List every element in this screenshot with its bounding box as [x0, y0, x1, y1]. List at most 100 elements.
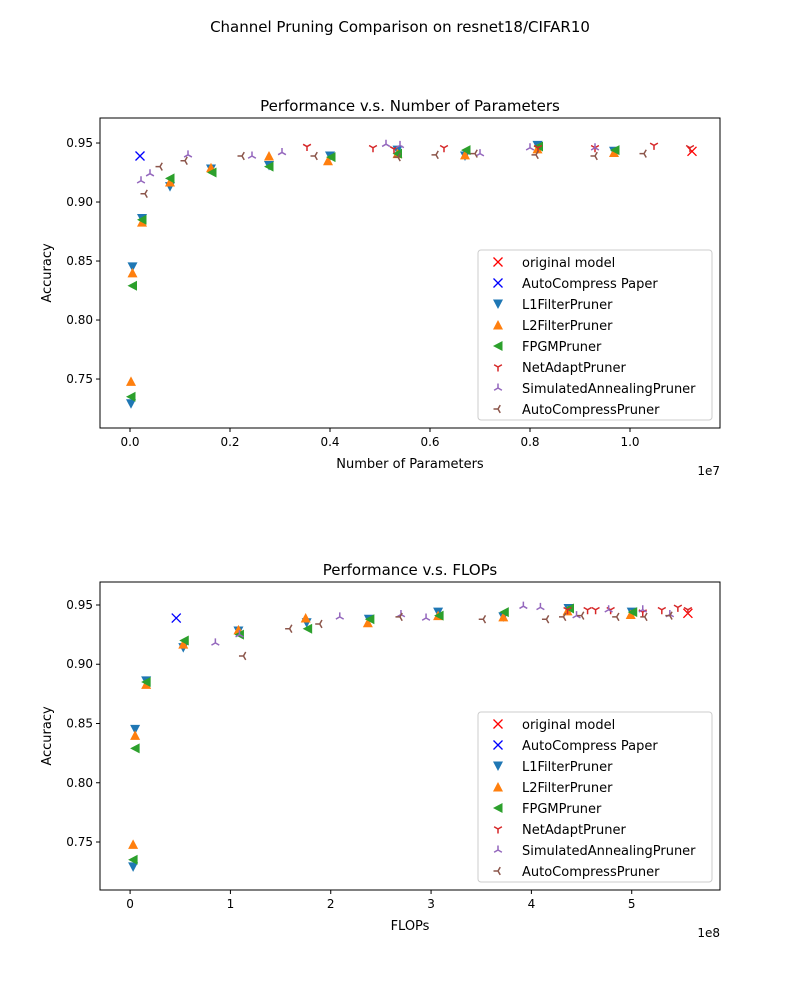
data-point — [687, 146, 697, 157]
data-point — [461, 145, 471, 156]
data-point — [590, 151, 598, 161]
legend-label: AutoCompress Paper — [522, 277, 658, 292]
legend-label: NetAdaptPruner — [522, 361, 626, 376]
series-fpgmpruner — [128, 603, 638, 865]
data-point — [127, 267, 138, 278]
data-point — [362, 617, 373, 628]
legend-marker — [493, 740, 503, 750]
data-point — [499, 607, 509, 618]
data-point — [525, 143, 535, 151]
data-point — [498, 611, 509, 622]
y-tick-label: 0.75 — [66, 372, 93, 386]
data-point — [235, 630, 244, 638]
x-tick-label: 0 — [126, 897, 134, 911]
data-point — [364, 614, 375, 625]
legend-marker — [493, 299, 503, 309]
data-point — [207, 167, 217, 178]
data-point — [130, 724, 141, 735]
series-netadaptpruner — [302, 142, 695, 154]
legend-marker — [493, 803, 503, 813]
data-point — [421, 613, 431, 621]
legend-marker — [493, 761, 503, 771]
series-autocompresspruner — [238, 611, 673, 661]
data-point — [393, 152, 401, 162]
y-tick-label: 0.75 — [66, 835, 93, 849]
legend-label: L2FilterPruner — [522, 319, 613, 334]
data-point — [183, 150, 193, 158]
legend-label: original model — [522, 256, 615, 271]
x-tick-label: 0.2 — [220, 435, 239, 449]
y-axis-label: Accuracy — [40, 243, 55, 303]
subplot-2: Performance v.s. FLOPs 0 1 2 3 4 5 0.75 0.80 0.85… — [40, 561, 721, 940]
data-point — [478, 614, 487, 624]
legend-label: original model — [522, 718, 615, 733]
legend-marker — [493, 782, 503, 792]
x-tick-label: 0.4 — [320, 435, 339, 449]
data-point — [431, 150, 439, 160]
legend-marker — [493, 257, 503, 267]
x-tick-label: 2 — [327, 897, 335, 911]
data-point — [604, 605, 613, 613]
legend-marker — [493, 383, 503, 391]
data-point — [178, 639, 189, 649]
legend-label: L2FilterPruner — [522, 781, 613, 796]
data-point — [127, 262, 138, 272]
legend-marker — [493, 278, 503, 288]
data-point — [302, 143, 312, 152]
data-point — [533, 141, 543, 152]
data-point — [381, 139, 391, 148]
data-point — [541, 614, 550, 624]
series-autocompress-paper — [135, 151, 145, 161]
data-point — [135, 151, 145, 161]
data-point — [434, 610, 444, 621]
x-offset-label: 1e8 — [697, 926, 720, 940]
legend-marker — [493, 719, 503, 729]
data-point — [665, 611, 673, 620]
legend-label: NetAdaptPruner — [522, 823, 626, 838]
x-tick-label: 0.6 — [420, 435, 439, 449]
data-point — [609, 147, 619, 157]
data-point — [558, 612, 567, 622]
series-original-model — [687, 146, 697, 157]
legend-label: FPGMPruner — [522, 340, 602, 355]
x-tick-label: 0.8 — [520, 435, 539, 449]
subplot-title: Performance v.s. Number of Parameters — [260, 97, 560, 115]
data-point — [610, 145, 620, 156]
data-point — [126, 399, 136, 409]
data-point — [136, 176, 146, 184]
legend-marker — [493, 866, 501, 876]
data-point — [165, 173, 175, 184]
data-point — [300, 613, 311, 623]
data-point — [238, 651, 247, 661]
data-point — [639, 149, 647, 158]
data-point — [638, 605, 648, 613]
data-point — [395, 612, 403, 622]
legend: original model AutoCompress Paper L1Filter… — [477, 711, 713, 883]
legend: original model AutoCompress Paper L1Filter… — [477, 249, 713, 421]
data-point — [264, 150, 274, 161]
y-tick-label: 0.85 — [66, 254, 93, 268]
x-tick-label: 4 — [528, 897, 536, 911]
legend-label: L1FilterPruner — [522, 298, 613, 313]
legend-box — [477, 711, 713, 883]
data-point — [649, 142, 659, 150]
data-point — [126, 391, 136, 402]
data-point — [247, 151, 257, 159]
y-tick-label: 0.90 — [66, 657, 93, 671]
y-tick-label: 0.95 — [66, 598, 93, 612]
data-point — [310, 151, 318, 161]
data-point — [627, 607, 638, 618]
data-point — [536, 602, 545, 611]
y-tick-label: 0.80 — [66, 776, 93, 790]
data-point — [211, 638, 220, 646]
data-point — [673, 604, 683, 612]
x-tick-label: 0.0 — [120, 435, 139, 449]
data-point — [612, 612, 620, 622]
data-point — [285, 624, 293, 633]
x-tick-label: 1 — [227, 897, 235, 911]
y-tick-label: 0.90 — [66, 195, 93, 209]
legend-marker — [493, 845, 503, 853]
series-autocompress-paper — [171, 613, 182, 623]
data-point — [683, 606, 693, 615]
